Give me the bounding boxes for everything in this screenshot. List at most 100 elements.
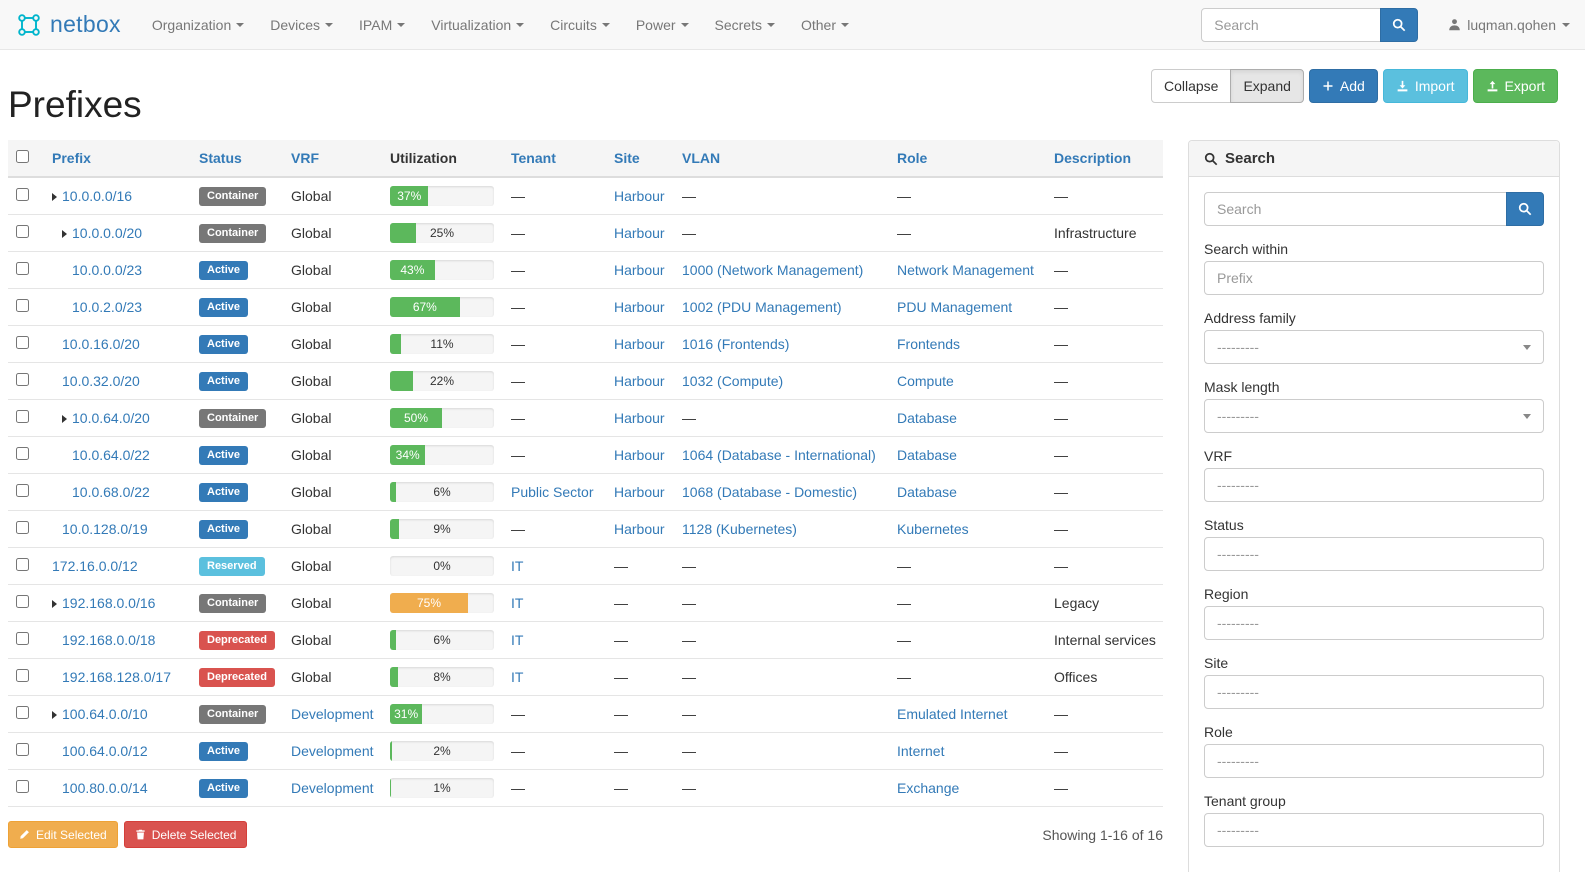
- vlan-link[interactable]: 1068 (Database - Domestic): [682, 484, 858, 500]
- role-link[interactable]: Database: [897, 410, 957, 426]
- role-link[interactable]: Internet: [897, 743, 945, 759]
- column-header-label[interactable]: Status: [199, 150, 242, 166]
- tenant-link[interactable]: Public Sector: [511, 484, 594, 500]
- menu-power[interactable]: Power: [623, 0, 702, 49]
- menu-devices[interactable]: Devices: [257, 0, 346, 49]
- navbar-search-button[interactable]: [1380, 7, 1419, 42]
- row-checkbox[interactable]: [16, 669, 29, 682]
- tenant-link[interactable]: IT: [511, 632, 524, 648]
- role-link[interactable]: Compute: [897, 373, 954, 389]
- row-checkbox[interactable]: [16, 632, 29, 645]
- prefix-link[interactable]: 192.168.0.0/18: [62, 632, 156, 648]
- navbar-search-input[interactable]: [1201, 7, 1382, 42]
- filter-select-status[interactable]: ---------: [1204, 537, 1544, 571]
- prefix-link[interactable]: 10.0.0.0/20: [72, 225, 143, 241]
- vlan-link[interactable]: 1016 (Frontends): [682, 336, 790, 352]
- menu-organization[interactable]: Organization: [139, 0, 257, 49]
- role-link[interactable]: Database: [897, 447, 957, 463]
- prefix-link[interactable]: 10.0.0.0/23: [72, 262, 143, 278]
- row-checkbox[interactable]: [16, 188, 29, 201]
- site-link[interactable]: Harbour: [614, 447, 665, 463]
- filter-select-mask-length[interactable]: ---------: [1204, 399, 1544, 433]
- row-checkbox[interactable]: [16, 595, 29, 608]
- role-link[interactable]: Kubernetes: [897, 521, 969, 537]
- expand-children-icon[interactable]: [52, 193, 57, 201]
- site-link[interactable]: Harbour: [614, 299, 665, 315]
- expand-button[interactable]: Expand: [1230, 69, 1304, 103]
- role-link[interactable]: Frontends: [897, 336, 961, 352]
- filter-select-site[interactable]: ---------: [1204, 675, 1544, 709]
- row-checkbox[interactable]: [16, 521, 29, 534]
- row-checkbox[interactable]: [16, 373, 29, 386]
- prefix-link[interactable]: 10.0.64.0/22: [72, 447, 150, 463]
- vlan-link[interactable]: 1000 (Network Management): [682, 262, 864, 278]
- prefix-link[interactable]: 10.0.128.0/19: [62, 521, 148, 537]
- edit-selected-button[interactable]: Edit Selected: [8, 821, 118, 848]
- prefix-link[interactable]: 10.0.16.0/20: [62, 336, 140, 352]
- vlan-link[interactable]: 1128 (Kubernetes): [682, 521, 797, 537]
- site-link[interactable]: Harbour: [614, 188, 665, 204]
- role-link[interactable]: Exchange: [897, 780, 960, 796]
- row-checkbox[interactable]: [16, 299, 29, 312]
- import-button[interactable]: Import: [1382, 69, 1468, 103]
- role-link[interactable]: Emulated Internet: [897, 706, 1008, 722]
- menu-virtualization[interactable]: Virtualization: [418, 0, 537, 49]
- expand-children-icon[interactable]: [62, 415, 67, 423]
- filter-select-tenant-group[interactable]: ---------: [1204, 813, 1544, 847]
- row-checkbox[interactable]: [16, 410, 29, 423]
- expand-children-icon[interactable]: [52, 711, 57, 719]
- prefix-link[interactable]: 100.64.0.0/12: [62, 743, 148, 759]
- expand-children-icon[interactable]: [62, 230, 67, 238]
- prefix-link[interactable]: 10.0.68.0/22: [72, 484, 150, 500]
- row-checkbox[interactable]: [16, 484, 29, 497]
- column-header-label[interactable]: Description: [1054, 150, 1132, 166]
- filter-select-region[interactable]: ---------: [1204, 606, 1544, 640]
- column-header-label[interactable]: Site: [614, 150, 640, 166]
- vrf-link[interactable]: Development: [291, 780, 374, 796]
- filter-select-address-family[interactable]: ---------: [1204, 330, 1544, 364]
- prefix-link[interactable]: 192.168.128.0/17: [62, 669, 171, 685]
- prefix-link[interactable]: 172.16.0.0/12: [52, 558, 138, 574]
- select-all-checkbox[interactable]: [16, 150, 29, 163]
- column-header-label[interactable]: VLAN: [682, 150, 721, 166]
- row-checkbox[interactable]: [16, 780, 29, 793]
- user-menu[interactable]: luqman.qohen: [1448, 17, 1570, 33]
- row-checkbox[interactable]: [16, 447, 29, 460]
- sidebar-search-input[interactable]: [1204, 192, 1507, 226]
- row-checkbox[interactable]: [16, 225, 29, 238]
- vlan-link[interactable]: 1002 (PDU Management): [682, 299, 842, 315]
- menu-ipam[interactable]: IPAM: [346, 0, 418, 49]
- site-link[interactable]: Harbour: [614, 336, 665, 352]
- column-header-label[interactable]: VRF: [291, 150, 319, 166]
- delete-selected-button[interactable]: Delete Selected: [123, 821, 248, 848]
- tenant-link[interactable]: IT: [511, 595, 524, 611]
- expand-children-icon[interactable]: [52, 600, 57, 608]
- site-link[interactable]: Harbour: [614, 262, 665, 278]
- export-button[interactable]: Export: [1472, 69, 1558, 103]
- column-header-label[interactable]: Prefix: [52, 150, 91, 166]
- role-link[interactable]: Network Management: [897, 262, 1034, 278]
- menu-other[interactable]: Other: [788, 0, 862, 49]
- tenant-link[interactable]: IT: [511, 558, 524, 574]
- prefix-link[interactable]: 10.0.64.0/20: [72, 410, 150, 426]
- vlan-link[interactable]: 1032 (Compute): [682, 373, 784, 389]
- add-button[interactable]: Add: [1308, 69, 1378, 103]
- prefix-link[interactable]: 10.0.2.0/23: [72, 299, 143, 315]
- vlan-link[interactable]: 1064 (Database - International): [682, 447, 876, 463]
- site-link[interactable]: Harbour: [614, 373, 665, 389]
- row-checkbox[interactable]: [16, 558, 29, 571]
- vrf-link[interactable]: Development: [291, 706, 374, 722]
- collapse-button[interactable]: Collapse: [1150, 69, 1232, 103]
- prefix-link[interactable]: 10.0.32.0/20: [62, 373, 140, 389]
- tenant-link[interactable]: IT: [511, 669, 524, 685]
- site-link[interactable]: Harbour: [614, 521, 665, 537]
- netbox-logo[interactable]: netbox: [15, 11, 121, 39]
- vrf-link[interactable]: Development: [291, 743, 374, 759]
- filter-input-search-within[interactable]: [1204, 261, 1544, 295]
- site-link[interactable]: Harbour: [614, 410, 665, 426]
- column-header-label[interactable]: Role: [897, 150, 928, 166]
- row-checkbox[interactable]: [16, 336, 29, 349]
- row-checkbox[interactable]: [16, 706, 29, 719]
- site-link[interactable]: Harbour: [614, 225, 665, 241]
- column-header-label[interactable]: Tenant: [511, 150, 556, 166]
